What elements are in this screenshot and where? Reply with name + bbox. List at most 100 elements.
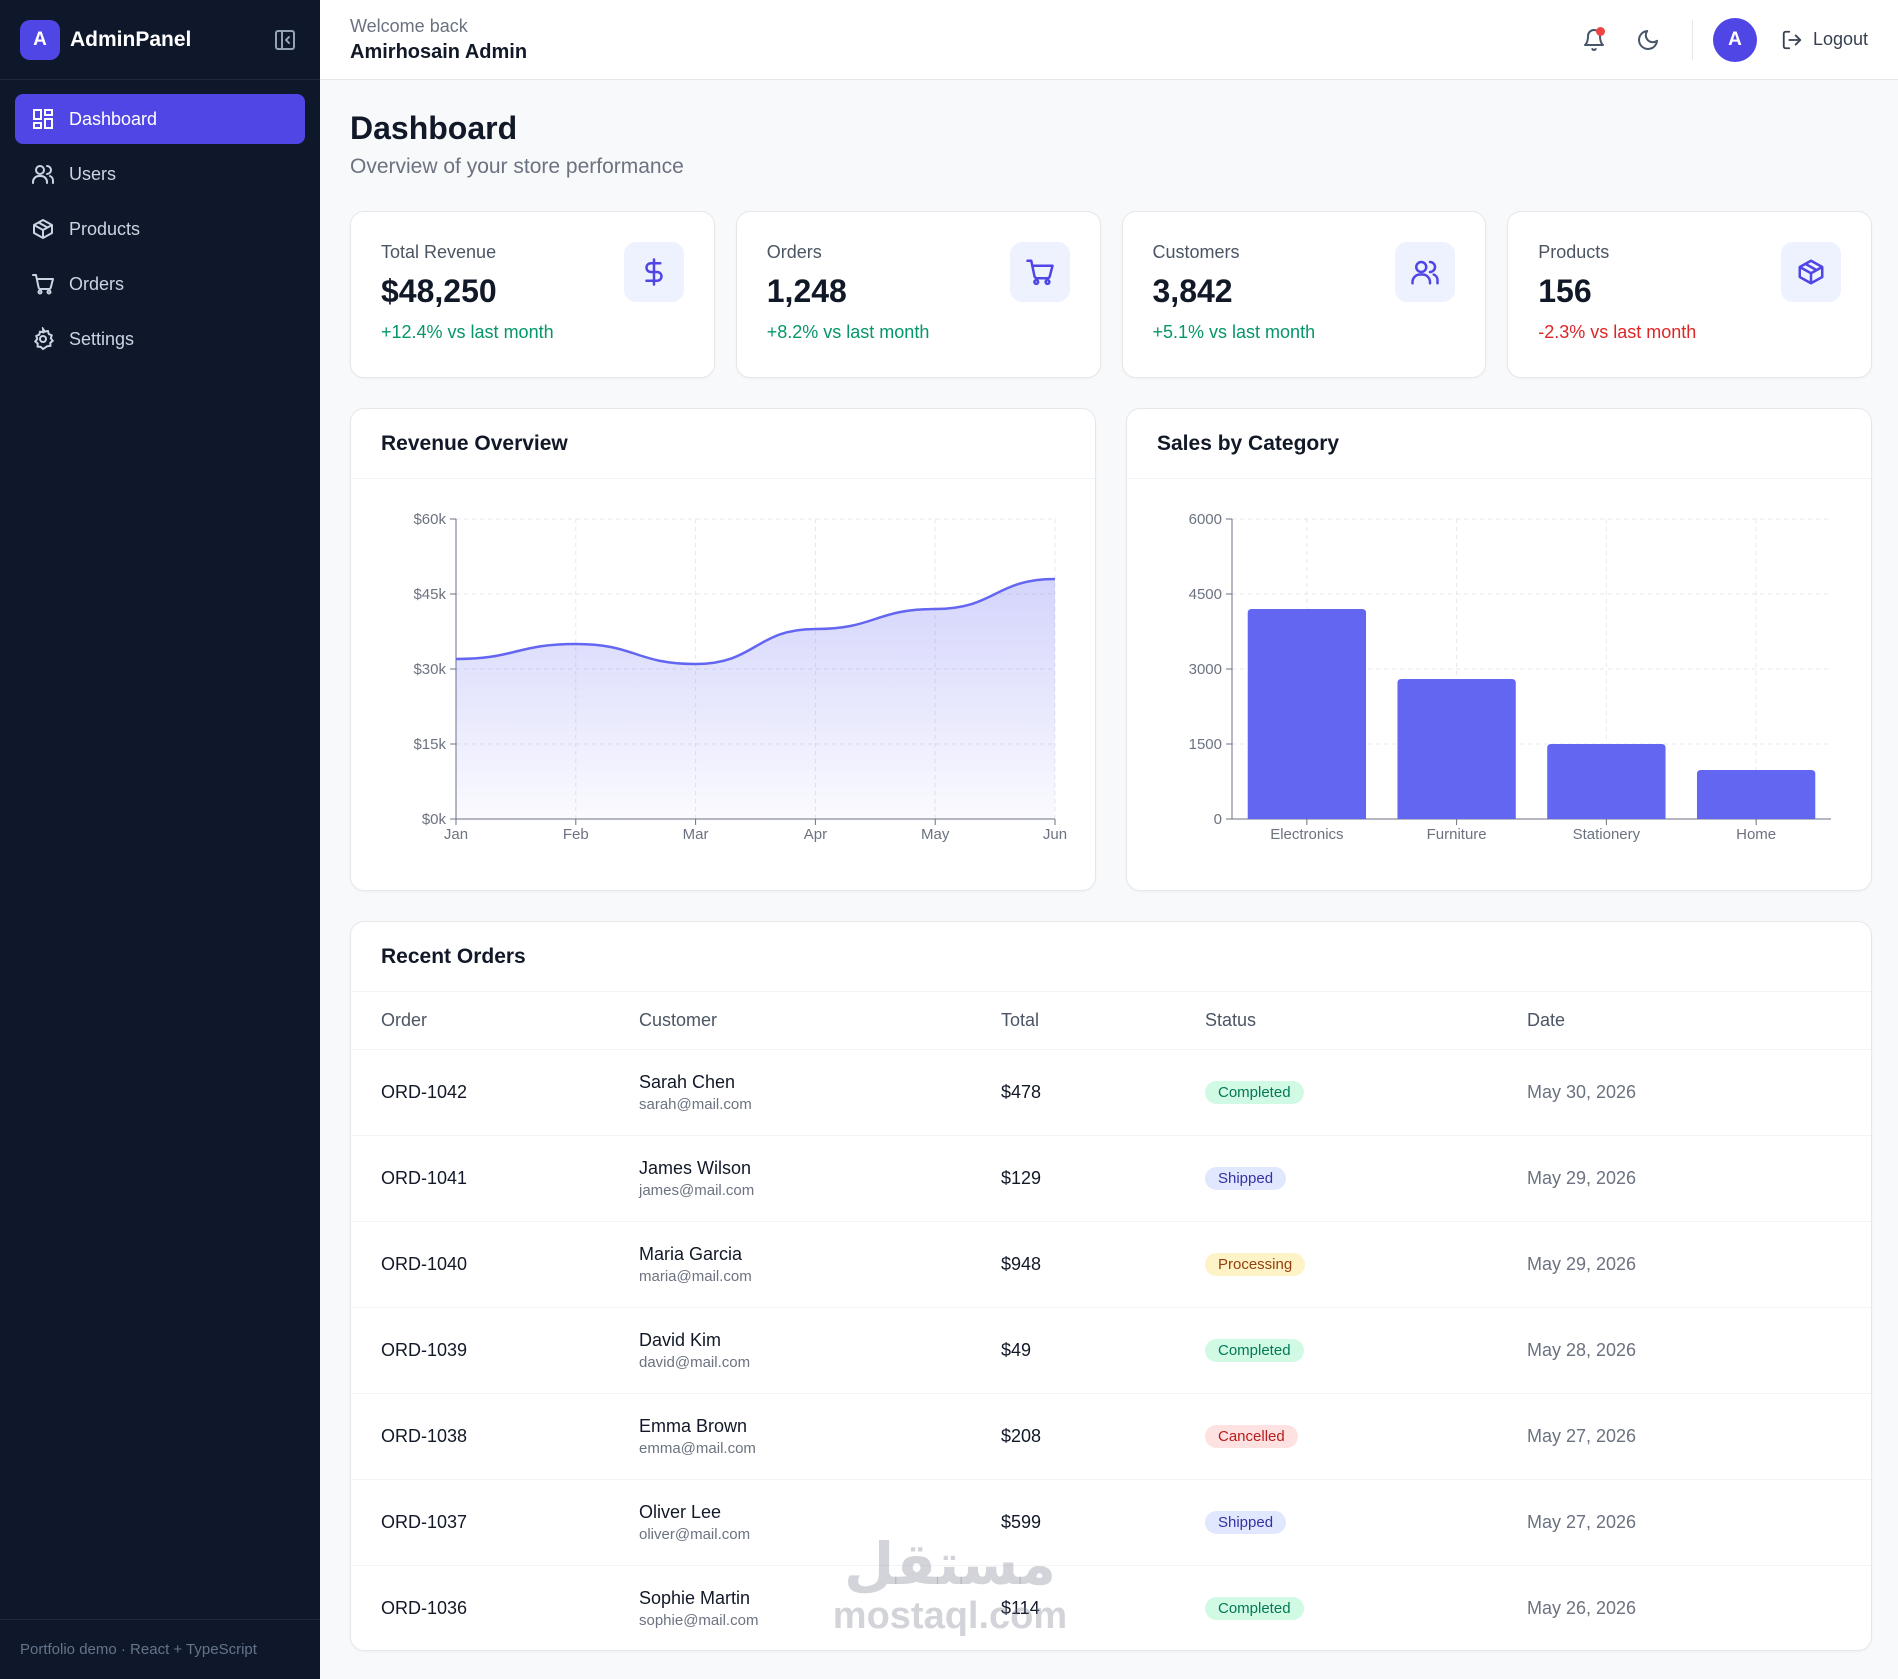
order-date: May 27, 2026 — [1527, 1393, 1871, 1480]
table-row[interactable]: ORD-1036 Sophie Martin sophie@mail.com $1… — [351, 1565, 1871, 1650]
chart-title: Revenue Overview — [351, 409, 1095, 479]
order-total: $129 — [1001, 1135, 1205, 1222]
user-name: Amirhosain Admin — [350, 40, 528, 63]
sidebar-item-orders[interactable]: Orders — [15, 259, 305, 309]
customer-email: james@mail.com — [639, 1181, 755, 1199]
notifications-button[interactable] — [1574, 20, 1614, 60]
welcome-block: Welcome back Amirhosain Admin — [350, 16, 527, 64]
stat-label: Products — [1538, 242, 1610, 262]
table-row[interactable]: ORD-1037 Oliver Lee oliver@mail.com $599 … — [351, 1479, 1871, 1566]
charts-row: Revenue Overview $0k $15k $30k $45k $60k Jan F… — [350, 408, 1872, 891]
order-date: May 26, 2026 — [1527, 1597, 1637, 1618]
customer-email: david@mail.com — [639, 1353, 751, 1371]
status-badge: Processing — [1205, 1252, 1306, 1276]
stat-label: Customers — [1152, 242, 1240, 262]
box-icon — [1781, 242, 1841, 302]
stats-row: Total Revenue $48,250 +12.4% vs last mon… — [350, 211, 1872, 378]
customer-email: sophie@mail.com — [639, 1611, 759, 1629]
sidebar-item-label: Settings — [69, 328, 135, 349]
sidebar-collapse-icon[interactable] — [270, 25, 300, 55]
customer-email: oliver@mail.com — [639, 1525, 751, 1543]
stat-label: Total Revenue — [381, 242, 497, 262]
stat-label: Orders — [766, 242, 822, 262]
y-tick-label: 0 — [1214, 811, 1222, 828]
status-badge: Completed — [1205, 1080, 1304, 1104]
column-header[interactable]: Status — [1205, 992, 1527, 1050]
stat-card-revenue: Total Revenue $48,250 +12.4% vs last mon… — [350, 211, 715, 378]
revenue-line — [455, 577, 1056, 666]
status-cell: Completed — [1205, 1307, 1527, 1394]
bell-icon — [1583, 28, 1604, 51]
top-header: Welcome back Amirhosain Admin A Logout — [320, 0, 1898, 80]
revenue-area-chart: $0k $15k $30k $45k $60k Jan Feb Mar Apr May Jun — [413, 511, 1067, 843]
customer-cell: Sarah Chen sarah@mail.com — [639, 1049, 1001, 1136]
status-badge: Completed — [1205, 1596, 1304, 1620]
table-row[interactable]: ORD-1041 James Wilson james@mail.com $129… — [351, 1135, 1871, 1222]
x-tick-label: Feb — [563, 826, 589, 843]
sidebar-nav: Dashboard Users Products Orders Settings — [0, 80, 320, 383]
order-id: ORD-1037 — [351, 1479, 639, 1566]
x-tick-label: Electronics — [1270, 826, 1343, 843]
main-content: Dashboard Overview of your store perform… — [350, 80, 1872, 1651]
welcome-text: Welcome back — [350, 15, 468, 36]
orders-title: Recent Orders — [351, 922, 1871, 992]
stat-card-customers: Customers 3,842 +5.1% vs last month — [1121, 211, 1487, 378]
y-tick-label: 1500 — [1189, 736, 1222, 753]
table-row[interactable]: ORD-1042 Sarah Chen sarah@mail.com $478 C… — [351, 1049, 1871, 1136]
notification-dot — [1595, 26, 1605, 36]
order-id: ORD-1039 — [351, 1307, 639, 1394]
status-cell: Completed — [1205, 1565, 1527, 1650]
column-header[interactable]: Order — [351, 992, 639, 1050]
dashboard-icon — [31, 107, 55, 131]
x-tick-label: Apr — [804, 826, 827, 843]
sidebar-item-settings[interactable]: Settings — [15, 314, 305, 364]
cart-icon — [31, 272, 55, 296]
customer-name: Sarah Chen — [639, 1071, 736, 1092]
column-header[interactable]: Total — [1001, 992, 1205, 1050]
table-row[interactable]: ORD-1040 Maria Garcia maria@mail.com $948… — [351, 1221, 1871, 1308]
page-title: Dashboard — [350, 110, 518, 146]
avatar[interactable]: A — [1712, 17, 1757, 62]
brand-logo[interactable]: A — [20, 19, 60, 60]
customer-name: David Kim — [639, 1329, 722, 1350]
order-date: May 29, 2026 — [1527, 1221, 1871, 1308]
sidebar-item-dashboard[interactable]: Dashboard — [15, 94, 305, 144]
x-tick-label: Stationery — [1573, 826, 1641, 843]
revenue-chart-card: Revenue Overview $0k $15k $30k $45k $60k Jan F… — [350, 408, 1096, 891]
page-subtitle: Overview of your store performance — [350, 155, 684, 178]
sidebar-item-users[interactable]: Users — [15, 149, 305, 199]
order-total: $208 — [1001, 1393, 1205, 1480]
logout-button[interactable]: Logout — [1781, 29, 1868, 51]
sidebar: A AdminPanel Dashboard Users Products — [0, 0, 320, 1679]
column-header[interactable]: Date — [1527, 992, 1871, 1050]
y-tick-label: $30k — [413, 661, 446, 678]
stat-value: $48,250 — [381, 273, 497, 309]
brand-name[interactable]: AdminPanel — [70, 27, 192, 51]
theme-toggle-button[interactable] — [1628, 20, 1668, 60]
sidebar-footer: Portfolio demo · React + TypeScript — [0, 1619, 320, 1679]
gear-icon — [31, 327, 55, 351]
order-total: $114 — [1001, 1597, 1040, 1618]
table-row[interactable]: ORD-1039 David Kim david@mail.com $49 Com… — [351, 1307, 1871, 1394]
status-cell: Cancelled — [1205, 1393, 1527, 1480]
moon-icon — [1638, 29, 1658, 50]
order-id: ORD-1041 — [351, 1135, 639, 1222]
x-tick-label: Jun — [1043, 826, 1067, 843]
x-tick-label: Jan — [444, 826, 468, 843]
order-date: May 29, 2026 — [1527, 1135, 1871, 1222]
customer-name: James Wilson — [639, 1157, 752, 1178]
status-badge: Completed — [1205, 1338, 1304, 1362]
table-row[interactable]: ORD-1038 Emma Brown emma@mail.com $208 Ca… — [351, 1393, 1871, 1480]
stat-change: -2.3% vs last month — [1538, 322, 1697, 342]
sidebar-item-products[interactable]: Products — [15, 204, 305, 254]
column-header[interactable]: Customer — [639, 992, 1001, 1050]
y-tick-label: $15k — [413, 736, 446, 753]
status-badge: Shipped — [1205, 1166, 1287, 1190]
sidebar-item-label: Dashboard — [69, 108, 158, 129]
header-actions: A Logout — [1560, 17, 1868, 62]
stat-value: 3,842 — [1152, 273, 1233, 309]
customer-cell: David Kim david@mail.com — [639, 1307, 1001, 1394]
order-id: ORD-1040 — [351, 1221, 639, 1308]
chart-title: Sales by Category — [1127, 409, 1871, 479]
order-total: $599 — [1001, 1479, 1205, 1566]
